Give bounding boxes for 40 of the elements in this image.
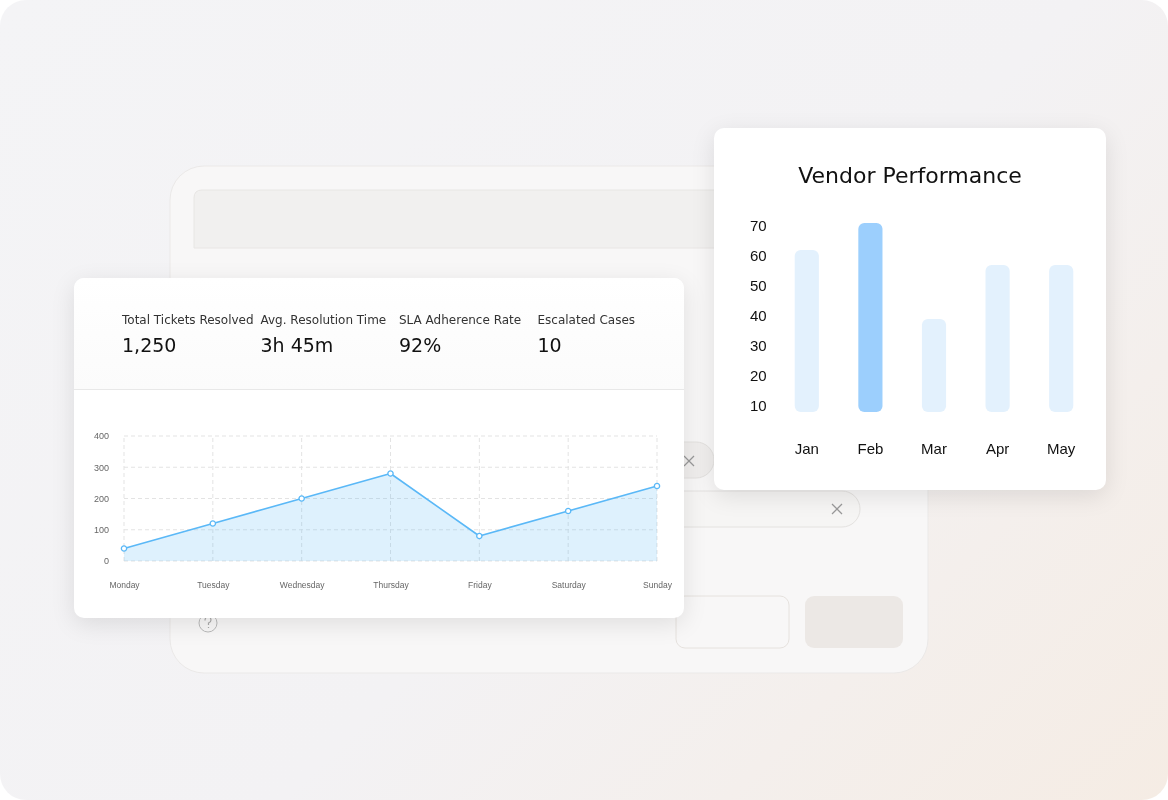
x-tick-label: Mar [921,439,947,457]
x-tick-label: Apr [985,439,1010,457]
text: 10 [537,334,562,356]
y-tick-label: 40 [750,307,767,325]
point [653,482,661,490]
y-tick-label: 400 [93,431,109,442]
point [298,495,305,502]
x-tick-label: Feb [857,439,884,457]
point [476,532,483,540]
y-tick-label: 300 [93,462,109,473]
x-tick-label: Wednesday [279,580,326,591]
text: 92% [399,334,442,356]
text: Total Tickets Resolved [121,313,254,327]
y-tick-label: 0 [103,556,109,567]
text: SLA Adherence Rate [399,313,522,327]
y-tick-label: 20 [750,367,767,385]
x-tick-label: Jan [794,439,819,457]
y-tick-label: 30 [750,337,767,355]
y-tick-label: 50 [750,277,767,295]
y-tick-label: 60 [750,247,767,265]
y-tick-label: 200 [93,493,109,504]
point [387,470,394,477]
x-tick-label: Monday [109,580,141,591]
x-tick-label: Tuesday [197,580,231,591]
point [564,507,572,515]
point [120,545,128,552]
x-tick-label: Saturday [551,580,587,591]
x-tick-label: May [1047,439,1076,457]
x-tick-label: Friday [468,580,493,591]
point [209,520,217,527]
x-tick-label: Sunday [643,580,673,591]
chart-title: Vendor Performance [798,163,1022,188]
y-tick-label: 10 [750,397,767,415]
text: Escalated Cases [537,313,636,327]
x-tick-label: Thursday [373,580,410,591]
text: Avg. Resolution Time [260,313,387,327]
text: 3h 45m [260,334,334,356]
text: 1,250 [122,334,177,356]
y-tick-label: 70 [750,217,767,235]
y-tick-label: 100 [93,525,109,536]
